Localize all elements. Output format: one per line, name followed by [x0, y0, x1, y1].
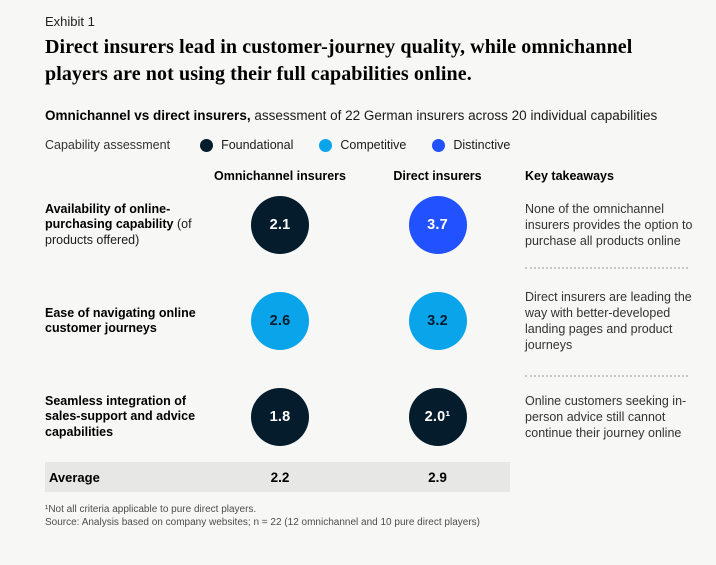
- key-takeaway-text: Direct insurers are leading the way with…: [525, 290, 692, 352]
- table-row-online-purchasing: Availability of online-purchasing capabi…: [45, 192, 693, 288]
- table-row-online-journeys: Ease of navigating online customer journ…: [45, 288, 692, 384]
- capability-legend: Capability assessment Foundational Compe…: [45, 138, 536, 152]
- score-circle: 3.7: [408, 196, 467, 254]
- key-takeaway-text: None of the omnichannel insurers provide…: [525, 202, 693, 248]
- takeaway-divider: [525, 375, 688, 377]
- foundational-dot-icon: [200, 138, 214, 152]
- legend-item-label: Distinctive: [453, 138, 511, 152]
- omnichannel-score-cell: 2.1: [210, 192, 350, 258]
- average-label: Average: [49, 469, 100, 485]
- direct-score-cell: 2.0¹: [350, 384, 525, 450]
- distinctive-dot-icon: [432, 138, 446, 152]
- omnichannel-score-cell: 1.8: [210, 384, 350, 450]
- score-value: 3.7: [427, 217, 448, 233]
- score-circle: 1.8: [251, 388, 309, 446]
- footnotes: ¹Not all criteria applicable to pure dir…: [45, 503, 480, 529]
- score-value: 3.2: [427, 313, 448, 329]
- row-label-bold: Ease of navigating online customer journ…: [45, 305, 196, 336]
- score-circle: 2.6: [251, 292, 309, 350]
- row-label-bold: Seamless integration of sales-support an…: [45, 393, 196, 439]
- legend-item-competitive: Competitive: [319, 138, 406, 152]
- subtitle-bold: Omnichannel vs direct insurers,: [45, 108, 251, 123]
- exhibit-label: Exhibit 1: [45, 14, 95, 29]
- capability-rows: Availability of online-purchasing capabi…: [45, 192, 693, 480]
- score-circle: 2.0¹: [408, 388, 467, 446]
- legend-item-label: Competitive: [340, 138, 407, 152]
- column-header-key-takeaways: Key takeaways: [525, 169, 614, 183]
- direct-score-cell: 3.2: [350, 288, 525, 354]
- omnichannel-score-cell: 2.6: [210, 288, 350, 354]
- score-value: 2.0¹: [424, 409, 451, 425]
- score-value: 2.6: [269, 313, 291, 329]
- subtitle-rest: assessment of 22 German insurers across …: [250, 108, 658, 123]
- source-note: Source: Analysis based on company websit…: [45, 517, 480, 528]
- legend-label: Capability assessment: [45, 138, 171, 152]
- table-row-sales-support: Seamless integration of sales-support an…: [45, 384, 690, 480]
- direct-score-cell: 3.7: [350, 192, 525, 258]
- takeaway-divider: [525, 267, 688, 269]
- average-direct-value: 2.9: [428, 469, 447, 485]
- column-header-omnichannel: Omnichannel insurers: [214, 169, 346, 183]
- legend-item-distinctive: Distinctive: [432, 138, 510, 152]
- row-label: Ease of navigating online customer journ…: [45, 288, 207, 354]
- score-value: 2.1: [269, 217, 291, 233]
- row-label-bold: Availability of online-purchasing capabi…: [45, 201, 174, 232]
- legend-item-label: Foundational: [221, 138, 294, 152]
- chart-subtitle: Omnichannel vs direct insurers, assessme…: [45, 107, 685, 124]
- competitive-dot-icon: [319, 138, 333, 152]
- key-takeaway-text: Online customers seeking in-person advic…: [525, 394, 687, 440]
- column-header-direct: Direct insurers: [393, 169, 482, 183]
- page-title: Direct insurers lead in customer-journey…: [45, 36, 633, 85]
- average-row: Average 2.2 2.9: [45, 462, 510, 492]
- average-omnichannel-value: 2.2: [270, 469, 290, 485]
- footnote-1: ¹Not all criteria applicable to pure dir…: [45, 504, 257, 515]
- row-label: Seamless integration of sales-support an…: [45, 384, 207, 450]
- score-circle: 3.2: [408, 292, 467, 350]
- row-label-note: (of products offered): [45, 217, 192, 247]
- score-circle: 2.1: [251, 196, 309, 254]
- legend-item-foundational: Foundational: [200, 138, 293, 152]
- score-value: 1.8: [269, 409, 291, 425]
- row-label: Availability of online-purchasing capabi…: [45, 192, 207, 258]
